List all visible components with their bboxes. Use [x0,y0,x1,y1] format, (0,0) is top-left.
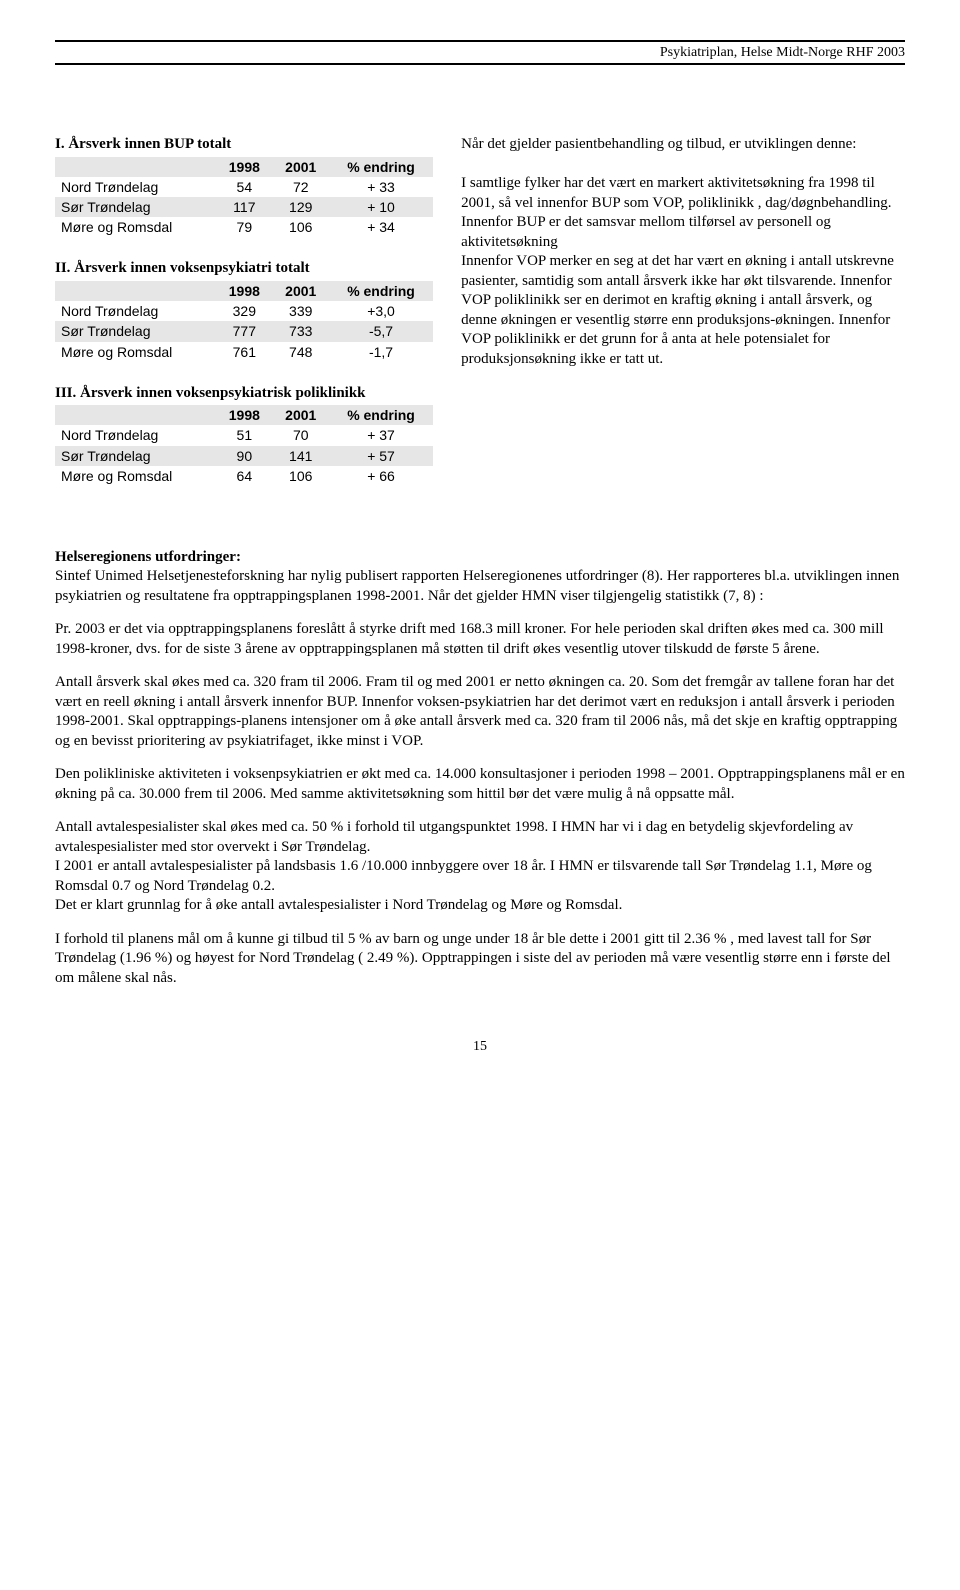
table1-r0c0: Nord Trøndelag [55,177,216,197]
table3-h2: 2001 [273,405,329,425]
body-p1: Sintef Unimed Helsetjenesteforskning har… [55,568,899,604]
table2-r2c1: 761 [216,342,272,362]
table1-r0c1: 54 [216,177,272,197]
two-column-section: I. Årsverk innen BUP totalt 1998 2001 % … [55,135,905,508]
table3-r1c1: 90 [216,446,272,466]
table3-r0c1: 51 [216,425,272,445]
table1-r0c3: + 33 [329,177,433,197]
table2-h1: 1998 [216,281,272,301]
table3-r1c3: + 57 [329,446,433,466]
table1-h2: 2001 [273,157,329,177]
rightcol-p4: Innenfor VOP merker en seg at det har væ… [461,252,905,369]
table1-r2c2: 106 [273,217,329,237]
table2-r1c2: 733 [273,321,329,341]
table3-h1: 1998 [216,405,272,425]
table2-h0 [55,281,216,301]
table2-r1c1: 777 [216,321,272,341]
right-column: Når det gjelder pasientbehandling og til… [461,135,905,508]
body-heading: Helseregionens utfordringer: [55,549,241,565]
table1-r2c3: + 34 [329,217,433,237]
body-section: Helseregionens utfordringer: Sintef Unim… [55,548,905,989]
table1-r2c0: Møre og Romsdal [55,217,216,237]
document-header: Psykiatriplan, Helse Midt-Norge RHF 2003 [55,44,905,65]
table1-r1c2: 129 [273,197,329,217]
table3: 1998 2001 % endring Nord Trøndelag 51 70… [55,405,433,486]
rightcol-p3: Innenfor BUP er det samsvar mellom tilfø… [461,213,905,252]
table2-h3: % endring [329,281,433,301]
table2-r2c3: -1,7 [329,342,433,362]
table1-r1c3: + 10 [329,197,433,217]
page-number: 15 [55,1038,905,1056]
table3-r2c2: 106 [273,466,329,486]
table2-r1c0: Sør Trøndelag [55,321,216,341]
table2-r0c3: +3,0 [329,301,433,321]
table2-r2c0: Møre og Romsdal [55,342,216,362]
table2-r0c0: Nord Trøndelag [55,301,216,321]
table2-r2c2: 748 [273,342,329,362]
table1-h3: % endring [329,157,433,177]
table3-r2c3: + 66 [329,466,433,486]
body-p4: Den polikliniske aktiviteten i voksenpsy… [55,765,905,804]
table3-r2c0: Møre og Romsdal [55,466,216,486]
table1-h0 [55,157,216,177]
table2-title: II. Årsverk innen voksenpsykiatri totalt [55,259,433,279]
body-p5c: Det er klart grunnlag for å øke antall a… [55,897,622,913]
header-rule-top [55,40,905,42]
table3-r0c0: Nord Trøndelag [55,425,216,445]
table3-r0c3: + 37 [329,425,433,445]
table2-r0c1: 329 [216,301,272,321]
table3-h3: % endring [329,405,433,425]
table3-r1c2: 141 [273,446,329,466]
table3-r0c2: 70 [273,425,329,445]
body-p6: I forhold til planens mål om å kunne gi … [55,930,905,989]
rightcol-p2: I samtlige fylker har det vært en marker… [461,174,905,213]
rightcol-p1: Når det gjelder pasientbehandling og til… [461,135,905,155]
body-p3: Antall årsverk skal økes med ca. 320 fra… [55,673,905,751]
table3-h0 [55,405,216,425]
left-column: I. Årsverk innen BUP totalt 1998 2001 % … [55,135,433,508]
table1-title: I. Årsverk innen BUP totalt [55,135,433,155]
table1: 1998 2001 % endring Nord Trøndelag 54 72… [55,157,433,238]
table2-h2: 2001 [273,281,329,301]
table1-r1c0: Sør Trøndelag [55,197,216,217]
table2: 1998 2001 % endring Nord Trøndelag 329 3… [55,281,433,362]
body-p2: Pr. 2003 er det via opptrappingsplanens … [55,620,905,659]
table1-h1: 1998 [216,157,272,177]
table1-r0c2: 72 [273,177,329,197]
body-p5: Antall avtalespesialister skal økes med … [55,819,853,855]
body-p5b: I 2001 er antall avtalespesialister på l… [55,858,872,894]
table2-r0c2: 339 [273,301,329,321]
table1-r1c1: 117 [216,197,272,217]
table3-title: III. Årsverk innen voksenpsykiatrisk pol… [55,384,433,404]
table3-r1c0: Sør Trøndelag [55,446,216,466]
table3-r2c1: 64 [216,466,272,486]
table1-r2c1: 79 [216,217,272,237]
table2-r1c3: -5,7 [329,321,433,341]
